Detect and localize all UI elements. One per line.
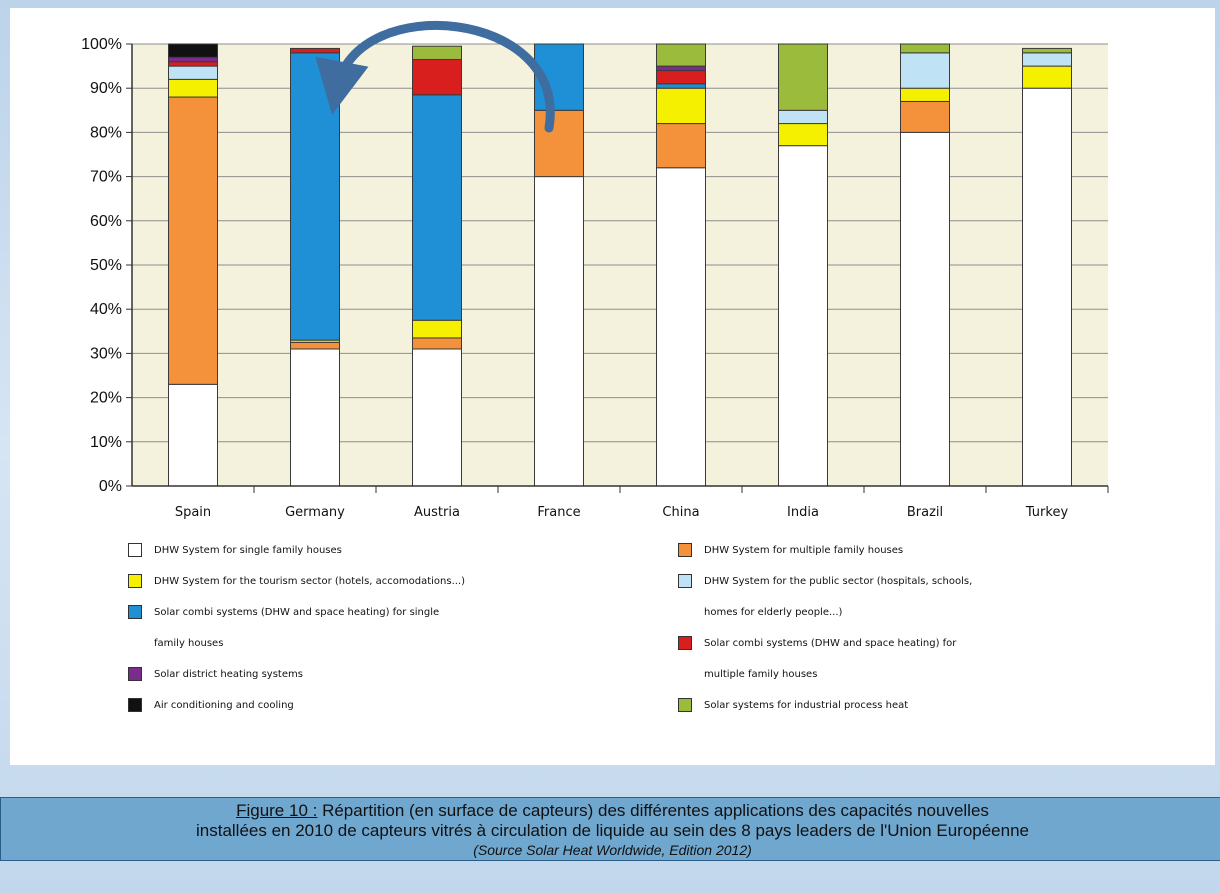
bar-segment: [656, 70, 706, 85]
y-tick-label: 20%: [90, 390, 122, 407]
x-tick-label: China: [662, 505, 699, 520]
bar-segment: [778, 123, 828, 147]
y-tick-label: 100%: [81, 36, 122, 53]
bar-segment: [656, 123, 706, 169]
figure-caption: Figure 10 : Répartition (en surface de c…: [0, 797, 1220, 861]
x-tick-label: Brazil: [907, 505, 943, 520]
bar-segment: [168, 78, 218, 98]
x-tick-label: Turkey: [1025, 505, 1069, 520]
y-tick-label: 60%: [90, 213, 122, 230]
bar-segment: [168, 96, 218, 385]
x-tick-label: Germany: [285, 505, 345, 520]
y-tick-label: 10%: [90, 434, 122, 451]
bar-segment: [656, 43, 706, 67]
bar-segment: [656, 83, 706, 89]
x-tick-label: France: [537, 505, 580, 520]
bar-segment: [534, 176, 584, 487]
x-tick-label: Spain: [175, 505, 211, 520]
x-tick-label: Austria: [414, 505, 460, 520]
bar-segment: [534, 109, 584, 178]
bar-segment: [290, 348, 340, 487]
bar-segment: [290, 341, 340, 350]
bar-segment: [412, 58, 462, 96]
caption-line-1-text: Répartition (en surface de capteurs) des…: [317, 801, 989, 820]
y-tick-label: 40%: [90, 301, 122, 318]
bar-segment: [1022, 65, 1072, 89]
bar-segment: [412, 94, 462, 321]
figure-reference: Figure 10 :: [236, 801, 318, 820]
caption-line-2: installées en 2010 de capteurs vitrés à …: [196, 821, 1029, 840]
bar-segment: [1022, 52, 1072, 67]
bar-segment: [778, 43, 828, 111]
bar-segment: [412, 45, 462, 60]
bar-segment: [900, 131, 950, 487]
bar-segment: [900, 87, 950, 102]
y-tick-label: 0%: [99, 478, 122, 495]
bar-segment: [900, 100, 950, 133]
y-tick-label: 70%: [90, 169, 122, 186]
y-tick-label: 90%: [90, 80, 122, 97]
y-tick-label: 80%: [90, 124, 122, 141]
bar-segment: [168, 43, 218, 58]
chart-panel: 0% 10% 20% 30% 40% 50% 60% 70% 80% 90% 100% Spain Ge…: [10, 8, 1215, 765]
bar-segment: [412, 319, 462, 339]
y-tick-label: 50%: [90, 257, 122, 274]
bar-segment: [168, 61, 218, 67]
stacked-bar-chart: 0% 10% 20% 30% 40% 50% 60% 70% 80% 90% 100% Spain Ge…: [81, 20, 1109, 520]
caption-source: (Source Solar Heat Worldwide, Edition 20…: [473, 842, 752, 858]
bar-segment: [290, 52, 340, 341]
bar-segment: [778, 109, 828, 125]
bar-segment: [168, 383, 218, 487]
x-tick-label: India: [787, 505, 819, 520]
bar-segment: [168, 56, 218, 63]
bar-segment: [412, 337, 462, 350]
bar-segment: [778, 145, 828, 487]
annotation-arrow: [315, 20, 555, 133]
bar-segment: [900, 43, 950, 54]
bar-segment: [656, 65, 706, 72]
y-tick-label: 30%: [90, 345, 122, 362]
bar-segment: [900, 52, 950, 89]
bar-segment: [1022, 47, 1072, 54]
bar-segment: [1022, 87, 1072, 487]
bar-segment: [290, 47, 340, 54]
bar-segment: [412, 348, 462, 487]
bar-segment: [168, 65, 218, 80]
bar-segment: [656, 87, 706, 125]
caption-line-1: Figure 10 : Répartition (en surface de c…: [1, 801, 1220, 821]
bar-segment: [656, 167, 706, 487]
